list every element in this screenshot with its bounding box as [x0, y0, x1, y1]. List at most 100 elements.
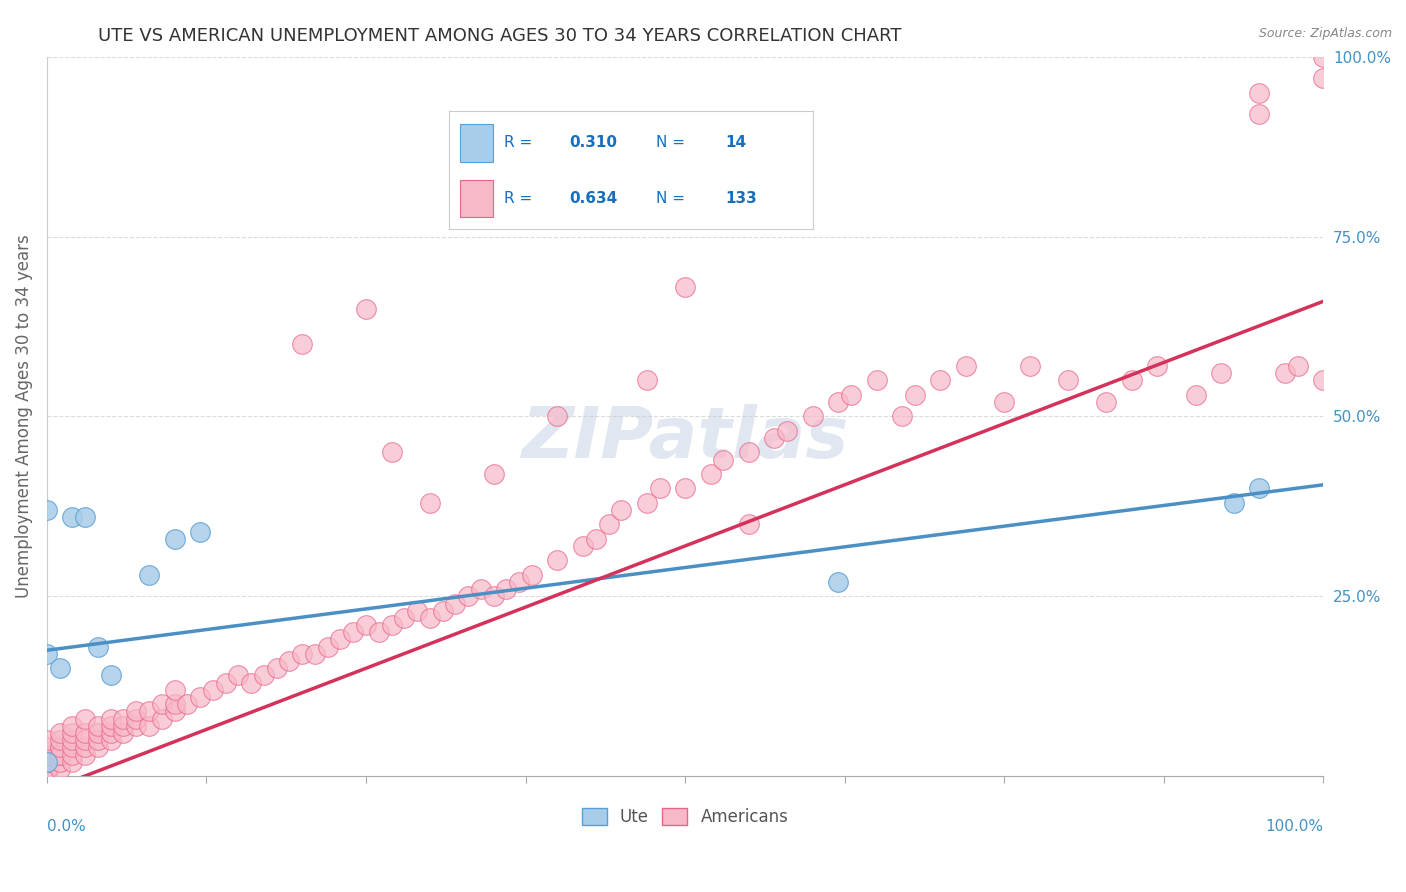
Point — [1018, 359, 1040, 373]
Point — [48, 740, 70, 755]
Point — [35, 755, 58, 769]
Point — [112, 719, 135, 733]
Point — [150, 698, 173, 712]
Point — [699, 467, 721, 481]
Point — [266, 661, 288, 675]
Point — [62, 719, 84, 733]
Point — [100, 712, 122, 726]
Point — [278, 654, 301, 668]
Point — [125, 719, 148, 733]
Point — [138, 705, 160, 719]
Point — [763, 431, 786, 445]
Point — [993, 395, 1015, 409]
Point — [1249, 107, 1271, 121]
Point — [839, 388, 862, 402]
Point — [1057, 374, 1080, 388]
Point — [648, 482, 671, 496]
Point — [35, 769, 58, 783]
Point — [138, 719, 160, 733]
Point — [711, 452, 734, 467]
Point — [636, 496, 658, 510]
Point — [87, 640, 110, 654]
Point — [62, 747, 84, 762]
Point — [100, 668, 122, 682]
Point — [163, 705, 186, 719]
Point — [214, 675, 236, 690]
Point — [865, 374, 887, 388]
Point — [380, 618, 402, 632]
Point — [801, 409, 824, 424]
Point — [444, 597, 467, 611]
Point — [163, 698, 186, 712]
Point — [520, 567, 543, 582]
Point — [598, 517, 620, 532]
Point — [62, 733, 84, 747]
Point — [163, 682, 186, 697]
Point — [87, 719, 110, 733]
Point — [48, 755, 70, 769]
Point — [228, 668, 250, 682]
Point — [482, 467, 505, 481]
Point — [35, 733, 58, 747]
Point — [35, 503, 58, 517]
Point — [546, 409, 568, 424]
Point — [87, 740, 110, 755]
Point — [419, 496, 441, 510]
Point — [738, 517, 761, 532]
Point — [929, 374, 952, 388]
Point — [35, 769, 58, 783]
Point — [406, 604, 429, 618]
Point — [776, 424, 799, 438]
Point — [585, 532, 607, 546]
Point — [35, 769, 58, 783]
Point — [100, 726, 122, 740]
Point — [62, 726, 84, 740]
Point — [35, 647, 58, 661]
Point — [35, 740, 58, 755]
Point — [827, 574, 849, 589]
Point — [201, 682, 224, 697]
Point — [100, 719, 122, 733]
Point — [432, 604, 454, 618]
Point — [35, 762, 58, 776]
Point — [75, 733, 97, 747]
Point — [35, 747, 58, 762]
Point — [35, 769, 58, 783]
Point — [572, 539, 595, 553]
Point — [354, 301, 377, 316]
Point — [75, 726, 97, 740]
Point — [380, 445, 402, 459]
Y-axis label: Unemployment Among Ages 30 to 34 years: Unemployment Among Ages 30 to 34 years — [15, 235, 32, 599]
Point — [342, 625, 364, 640]
Point — [636, 374, 658, 388]
Point — [304, 647, 326, 661]
Point — [125, 705, 148, 719]
Point — [470, 582, 492, 596]
Point — [240, 675, 263, 690]
Point — [1286, 359, 1309, 373]
Point — [508, 574, 530, 589]
Point — [62, 755, 84, 769]
Point — [188, 524, 211, 539]
Point — [48, 747, 70, 762]
Point — [48, 747, 70, 762]
Point — [35, 762, 58, 776]
Point — [1312, 71, 1334, 86]
Point — [112, 726, 135, 740]
Point — [75, 712, 97, 726]
Point — [316, 640, 339, 654]
Point — [367, 625, 389, 640]
Point — [35, 769, 58, 783]
Point — [87, 726, 110, 740]
Point — [253, 668, 276, 682]
Point — [1312, 50, 1334, 64]
Point — [75, 510, 97, 524]
Point — [955, 359, 977, 373]
Point — [329, 632, 352, 647]
Point — [87, 733, 110, 747]
Point — [48, 726, 70, 740]
Point — [62, 510, 84, 524]
Point — [163, 532, 186, 546]
Point — [354, 618, 377, 632]
Text: 100.0%: 100.0% — [1265, 820, 1323, 834]
